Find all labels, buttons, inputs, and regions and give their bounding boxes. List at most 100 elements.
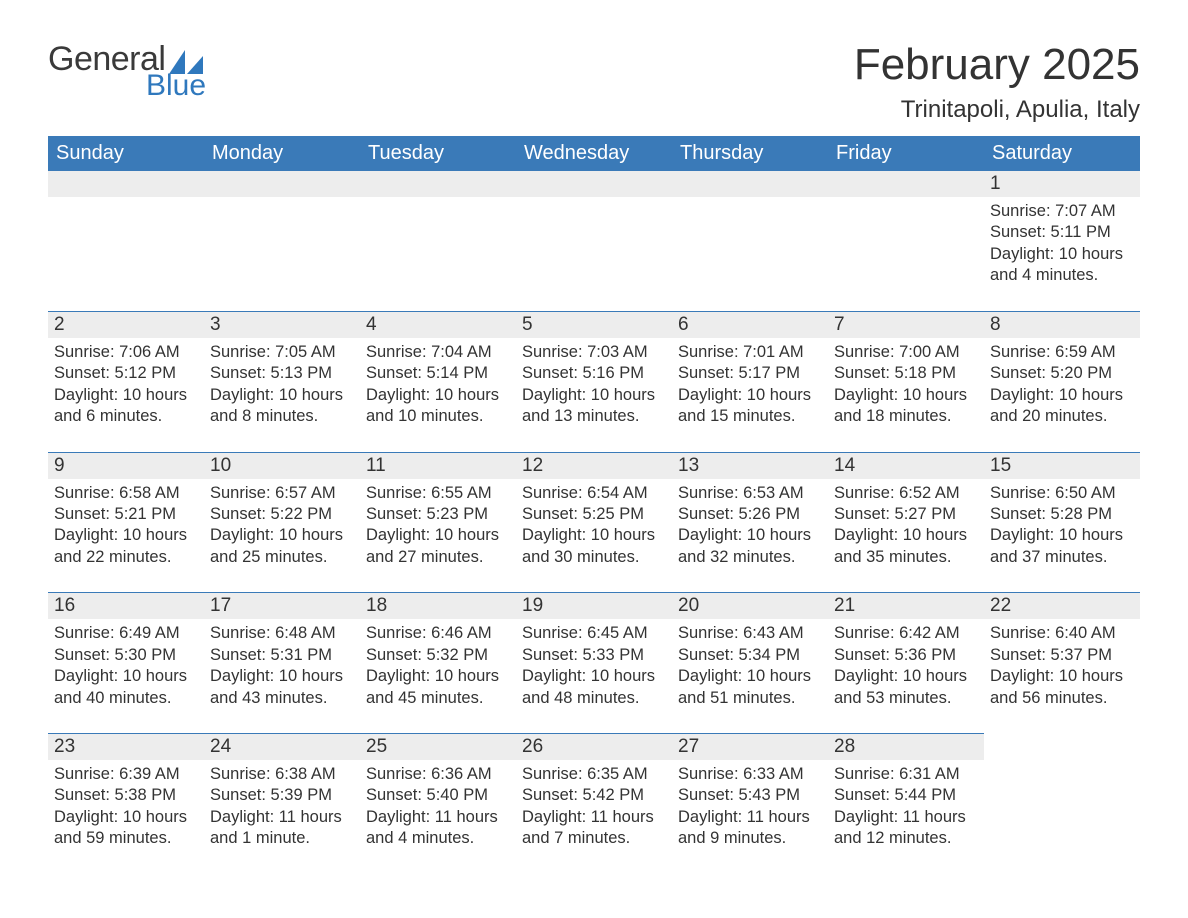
day-details: Sunrise: 6:42 AMSunset: 5:36 PMDaylight:… xyxy=(828,619,984,733)
sunrise-text: Sunrise: 6:36 AM xyxy=(366,764,510,785)
logo: General Blue xyxy=(48,40,206,103)
sunset-text: Sunset: 5:26 PM xyxy=(678,504,822,525)
day-details: Sunrise: 6:50 AMSunset: 5:28 PMDaylight:… xyxy=(984,479,1140,593)
sunset-text: Sunset: 5:28 PM xyxy=(990,504,1134,525)
weekday-header-row: SundayMondayTuesdayWednesdayThursdayFrid… xyxy=(48,136,1140,171)
weekday-header: Wednesday xyxy=(516,136,672,171)
calendar-week-row: 16Sunrise: 6:49 AMSunset: 5:30 PMDayligh… xyxy=(48,592,1140,733)
page-header: General Blue February 2025 Trinitapoli, … xyxy=(48,40,1140,124)
sunrise-text: Sunrise: 6:43 AM xyxy=(678,623,822,644)
sunrise-text: Sunrise: 7:03 AM xyxy=(522,342,666,363)
calendar-page: General Blue February 2025 Trinitapoli, … xyxy=(0,0,1188,914)
daylight-text: Daylight: 10 hours and 22 minutes. xyxy=(54,525,198,568)
calendar-day-cell xyxy=(204,171,360,311)
calendar-day-cell: 3Sunrise: 7:05 AMSunset: 5:13 PMDaylight… xyxy=(204,311,360,452)
daylight-text: Daylight: 11 hours and 9 minutes. xyxy=(678,807,822,850)
daylight-text: Daylight: 10 hours and 13 minutes. xyxy=(522,385,666,428)
sunrise-text: Sunrise: 7:05 AM xyxy=(210,342,354,363)
calendar-day-cell: 16Sunrise: 6:49 AMSunset: 5:30 PMDayligh… xyxy=(48,592,204,733)
day-details: Sunrise: 7:06 AMSunset: 5:12 PMDaylight:… xyxy=(48,338,204,452)
daylight-text: Daylight: 10 hours and 37 minutes. xyxy=(990,525,1134,568)
day-details: Sunrise: 6:48 AMSunset: 5:31 PMDaylight:… xyxy=(204,619,360,733)
day-details: Sunrise: 6:33 AMSunset: 5:43 PMDaylight:… xyxy=(672,760,828,874)
day-details: Sunrise: 7:05 AMSunset: 5:13 PMDaylight:… xyxy=(204,338,360,452)
daylight-text: Daylight: 10 hours and 18 minutes. xyxy=(834,385,978,428)
sunrise-text: Sunrise: 6:31 AM xyxy=(834,764,978,785)
day-details: Sunrise: 6:59 AMSunset: 5:20 PMDaylight:… xyxy=(984,338,1140,452)
sunrise-text: Sunrise: 7:06 AM xyxy=(54,342,198,363)
sunrise-text: Sunrise: 6:38 AM xyxy=(210,764,354,785)
day-number: 11 xyxy=(360,452,516,479)
calendar-day-cell: 21Sunrise: 6:42 AMSunset: 5:36 PMDayligh… xyxy=(828,592,984,733)
sunset-text: Sunset: 5:40 PM xyxy=(366,785,510,806)
day-number: 3 xyxy=(204,311,360,338)
sunset-text: Sunset: 5:33 PM xyxy=(522,645,666,666)
day-details: Sunrise: 6:45 AMSunset: 5:33 PMDaylight:… xyxy=(516,619,672,733)
calendar-week-row: 23Sunrise: 6:39 AMSunset: 5:38 PMDayligh… xyxy=(48,733,1140,874)
sunrise-text: Sunrise: 6:54 AM xyxy=(522,483,666,504)
sunset-text: Sunset: 5:30 PM xyxy=(54,645,198,666)
sunrise-text: Sunrise: 6:53 AM xyxy=(678,483,822,504)
sunrise-text: Sunrise: 6:39 AM xyxy=(54,764,198,785)
sunset-text: Sunset: 5:11 PM xyxy=(990,222,1134,243)
day-details: Sunrise: 6:52 AMSunset: 5:27 PMDaylight:… xyxy=(828,479,984,593)
day-details: Sunrise: 6:55 AMSunset: 5:23 PMDaylight:… xyxy=(360,479,516,593)
daylight-text: Daylight: 10 hours and 30 minutes. xyxy=(522,525,666,568)
day-number: 7 xyxy=(828,311,984,338)
daylight-text: Daylight: 11 hours and 4 minutes. xyxy=(366,807,510,850)
sunset-text: Sunset: 5:44 PM xyxy=(834,785,978,806)
calendar-day-cell xyxy=(828,171,984,311)
calendar-day-cell: 25Sunrise: 6:36 AMSunset: 5:40 PMDayligh… xyxy=(360,733,516,874)
daylight-text: Daylight: 10 hours and 48 minutes. xyxy=(522,666,666,709)
day-number: 15 xyxy=(984,452,1140,479)
day-details: Sunrise: 6:43 AMSunset: 5:34 PMDaylight:… xyxy=(672,619,828,733)
day-number: 5 xyxy=(516,311,672,338)
day-details: Sunrise: 7:00 AMSunset: 5:18 PMDaylight:… xyxy=(828,338,984,452)
sunset-text: Sunset: 5:38 PM xyxy=(54,785,198,806)
day-number: 6 xyxy=(672,311,828,338)
day-number: 18 xyxy=(360,592,516,619)
day-details: Sunrise: 6:35 AMSunset: 5:42 PMDaylight:… xyxy=(516,760,672,874)
day-details: Sunrise: 6:57 AMSunset: 5:22 PMDaylight:… xyxy=(204,479,360,593)
calendar-day-cell xyxy=(516,171,672,311)
daylight-text: Daylight: 10 hours and 6 minutes. xyxy=(54,385,198,428)
day-number: 17 xyxy=(204,592,360,619)
daylight-text: Daylight: 10 hours and 10 minutes. xyxy=(366,385,510,428)
sunrise-text: Sunrise: 7:00 AM xyxy=(834,342,978,363)
title-block: February 2025 Trinitapoli, Apulia, Italy xyxy=(854,40,1140,124)
day-details: Sunrise: 6:53 AMSunset: 5:26 PMDaylight:… xyxy=(672,479,828,593)
daylight-text: Daylight: 10 hours and 56 minutes. xyxy=(990,666,1134,709)
calendar-day-cell: 24Sunrise: 6:38 AMSunset: 5:39 PMDayligh… xyxy=(204,733,360,874)
day-details: Sunrise: 7:01 AMSunset: 5:17 PMDaylight:… xyxy=(672,338,828,452)
daylight-text: Daylight: 10 hours and 25 minutes. xyxy=(210,525,354,568)
daylight-text: Daylight: 10 hours and 32 minutes. xyxy=(678,525,822,568)
daylight-text: Daylight: 11 hours and 12 minutes. xyxy=(834,807,978,850)
calendar-day-cell: 15Sunrise: 6:50 AMSunset: 5:28 PMDayligh… xyxy=(984,452,1140,593)
location-label: Trinitapoli, Apulia, Italy xyxy=(854,96,1140,124)
calendar-day-cell: 8Sunrise: 6:59 AMSunset: 5:20 PMDaylight… xyxy=(984,311,1140,452)
daylight-text: Daylight: 10 hours and 15 minutes. xyxy=(678,385,822,428)
sunrise-text: Sunrise: 6:58 AM xyxy=(54,483,198,504)
sunset-text: Sunset: 5:42 PM xyxy=(522,785,666,806)
daylight-text: Daylight: 10 hours and 27 minutes. xyxy=(366,525,510,568)
day-details: Sunrise: 6:39 AMSunset: 5:38 PMDaylight:… xyxy=(48,760,204,874)
calendar-day-cell: 9Sunrise: 6:58 AMSunset: 5:21 PMDaylight… xyxy=(48,452,204,593)
sunset-text: Sunset: 5:21 PM xyxy=(54,504,198,525)
sunrise-text: Sunrise: 6:57 AM xyxy=(210,483,354,504)
weekday-header: Saturday xyxy=(984,136,1140,171)
sunset-text: Sunset: 5:17 PM xyxy=(678,363,822,384)
weekday-header: Friday xyxy=(828,136,984,171)
calendar-day-cell: 7Sunrise: 7:00 AMSunset: 5:18 PMDaylight… xyxy=(828,311,984,452)
calendar-day-cell: 14Sunrise: 6:52 AMSunset: 5:27 PMDayligh… xyxy=(828,452,984,593)
calendar-day-cell xyxy=(48,171,204,311)
day-details: Sunrise: 6:38 AMSunset: 5:39 PMDaylight:… xyxy=(204,760,360,874)
calendar-day-cell: 13Sunrise: 6:53 AMSunset: 5:26 PMDayligh… xyxy=(672,452,828,593)
day-number: 19 xyxy=(516,592,672,619)
daylight-text: Daylight: 10 hours and 45 minutes. xyxy=(366,666,510,709)
sunrise-text: Sunrise: 6:42 AM xyxy=(834,623,978,644)
day-number: 14 xyxy=(828,452,984,479)
daylight-text: Daylight: 10 hours and 4 minutes. xyxy=(990,244,1134,287)
day-number: 10 xyxy=(204,452,360,479)
daylight-text: Daylight: 10 hours and 51 minutes. xyxy=(678,666,822,709)
calendar-day-cell: 17Sunrise: 6:48 AMSunset: 5:31 PMDayligh… xyxy=(204,592,360,733)
